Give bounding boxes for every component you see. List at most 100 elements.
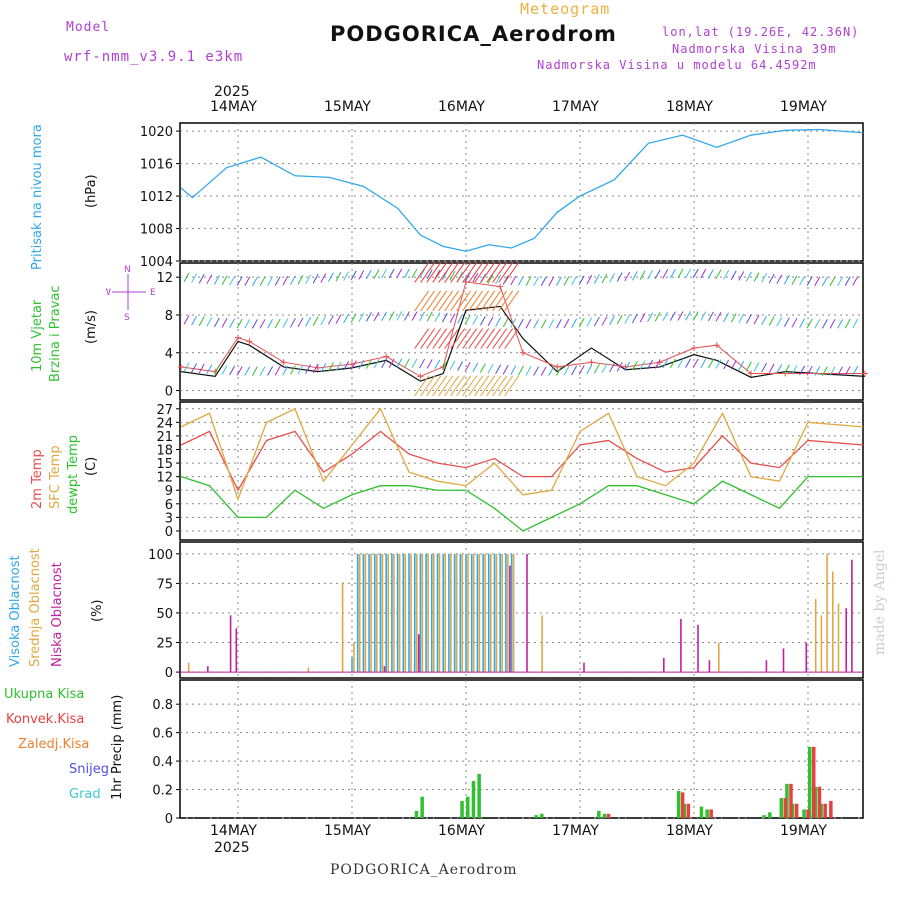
wind-barb (373, 269, 380, 279)
top-date-axis: 14MAY 15MAY 16MAY 17MAY 18MAY 19MAY (0, 99, 900, 117)
wind-barb (251, 276, 258, 287)
wind-barb (312, 316, 319, 326)
compass-s: S (124, 313, 130, 323)
y-tick-label: 0.8 (152, 698, 173, 713)
total-rain-bar (699, 806, 704, 818)
meteogram-title: Meteogram (520, 0, 611, 18)
y-tick-label: 6 (165, 498, 173, 513)
wind-barb (244, 319, 251, 329)
wind-barb (327, 315, 334, 325)
wind-barb (282, 365, 289, 376)
wind-barb (730, 360, 737, 370)
wind-barb (791, 317, 798, 328)
wind-barb (799, 365, 806, 376)
wind-barb (662, 311, 669, 322)
wind-barb-strong (450, 290, 466, 312)
wind-barb (685, 311, 692, 321)
lonlat-label: lon,lat (19.26E, 42.36N) (662, 25, 860, 39)
wind-barb (396, 311, 403, 321)
wind-barb-strong (504, 328, 520, 349)
wind-barb (692, 358, 699, 368)
wind-barb (616, 272, 623, 282)
wind-barb (768, 273, 775, 284)
gust-marker (520, 349, 526, 356)
wind-barb (487, 363, 494, 374)
panel-frame (179, 679, 864, 819)
wind-barb (274, 366, 281, 376)
conv-rain-bar (823, 803, 827, 818)
wind-barb (631, 271, 638, 281)
wind-barb-strong (474, 290, 490, 312)
date-label: 18MAY (666, 823, 713, 839)
wind-barb (837, 366, 844, 376)
wind-barb (806, 318, 813, 329)
wind-barb (768, 316, 775, 326)
wind-barb (685, 358, 692, 368)
wind-barb (191, 363, 198, 373)
wind-barb (609, 315, 616, 326)
y-tick-label: 8 (165, 309, 173, 324)
y-tick-label: 0 (165, 385, 173, 400)
wind-barb (221, 318, 228, 328)
wind-barb-strong (498, 328, 514, 349)
wind-barb (213, 317, 220, 328)
wind-barb-strong (426, 328, 442, 349)
wind-barb-strong (462, 262, 478, 283)
year-bottom: 2025 (214, 840, 250, 856)
y-tick-label: 25 (156, 637, 173, 652)
wind-barb-strong (426, 290, 442, 312)
wind-barb (852, 365, 859, 376)
wind-barb (426, 311, 433, 322)
wind-barb-strong (474, 262, 490, 283)
y-tick-label: 3 (165, 511, 173, 526)
conv-rain-bar (829, 800, 833, 818)
wind-barb-strong (468, 290, 484, 312)
wind-barb (829, 366, 836, 376)
wind-barb (251, 319, 258, 329)
total-rain-bar (420, 796, 424, 818)
wind-barb (327, 272, 334, 283)
total-rain-bar (808, 746, 812, 818)
wind-barb (449, 360, 456, 371)
wind-barb (365, 312, 372, 322)
conv-rain-bar (806, 809, 810, 818)
wind-barb (373, 358, 380, 369)
wind-barb (213, 364, 220, 375)
wind-barb (669, 311, 676, 321)
wind-barb (761, 362, 768, 373)
date-label: 17MAY (552, 823, 599, 839)
wind-barb (692, 268, 699, 279)
wind-barb (844, 366, 851, 376)
total-rain-bar (466, 796, 470, 818)
wind-barb (320, 315, 327, 326)
wind-barb (517, 318, 524, 329)
wind-barb (791, 275, 798, 285)
conv-rain-bar (783, 798, 787, 818)
wind-barb-strong (438, 328, 454, 349)
wind-barb (753, 272, 760, 282)
wind-barb (396, 268, 403, 279)
legend-freezing-rain: Zaledj.Kisa (18, 737, 90, 752)
wind-barb-strong (486, 290, 502, 312)
wind-barb-strong (492, 375, 508, 397)
wind-barb (206, 274, 213, 285)
gust-marker (554, 363, 561, 370)
legend-conv-rain: Konvek.Kisa (6, 712, 85, 727)
wind-barb (753, 362, 760, 372)
wind-barb (464, 272, 471, 282)
total-rain-bar (460, 800, 464, 818)
wind-barb (502, 275, 509, 285)
wind-barb (183, 272, 190, 283)
compass-n: N (124, 265, 131, 275)
wind-barb (654, 312, 661, 322)
wind-barb (814, 318, 821, 329)
wind-barb (365, 269, 372, 280)
total-rain-bar (534, 815, 538, 818)
y-tick-label: 15 (156, 457, 173, 472)
y-tick-label: 1004 (140, 255, 173, 270)
model-name: wrf-nmm_v3.9.1 e3km (64, 49, 244, 65)
wind-barb (289, 318, 296, 328)
wind-barb (396, 358, 403, 368)
wind-barb (624, 271, 631, 282)
